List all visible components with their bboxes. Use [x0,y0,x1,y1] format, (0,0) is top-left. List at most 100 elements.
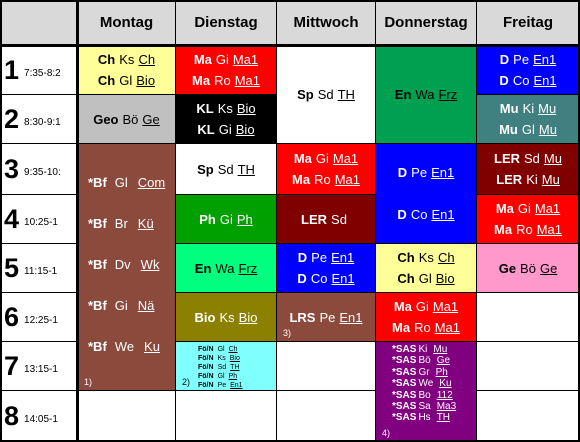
lesson-entry: Fö/N Gl Ph [198,372,237,381]
lesson-teacher: Ks [217,101,233,116]
lesson-cell[interactable]: Fö/N Gl Ch Fö/N Ks Bio Fö/N Sd TH Fö/N Gl Ph Fö/N Pe E… [176,342,277,391]
lesson-cell[interactable]: D Pe En1 D Co En1 [376,144,477,244]
lesson-subject: KL [197,122,215,137]
period-label-7: 7 13:15-1 [0,342,78,391]
lesson-lines: D Pe En1 D Co En1 [477,46,579,94]
period-number: 8 [4,400,20,431]
lesson-room: Ch [138,52,156,67]
period-time: 7:35-8:2 [24,67,61,79]
period-time: 8:30-9:1 [24,116,61,128]
lesson-subject: *Bf [88,174,107,190]
lesson-room: Mu [433,344,448,355]
lesson-teacher: Sd [317,87,334,102]
lesson-entry: Mu Gl Mu [499,119,557,140]
lesson-teacher: Gl [119,73,133,88]
lesson-cell[interactable]: Ma Gi Ma1 Ma Ro Ma1 [176,46,277,95]
lesson-teacher: Sa [418,401,431,413]
period-number: 7 [4,350,20,381]
lesson-entry: Sp Sd TH [197,159,255,180]
lesson-teacher: Gl [114,174,128,190]
period-time: 12:25-1 [24,314,58,326]
lesson-teacher: Ki [526,172,538,187]
lesson-room: En1 [331,250,355,265]
lesson-room: En1 [230,382,243,389]
lesson-entry: Fö/N Gl Ch [198,345,238,354]
lesson-cell[interactable]: LER Sd Mu LER Ki Mu [477,144,580,195]
lesson-cell[interactable]: D Pe En1 D Co En1 [477,46,580,95]
lesson-cell[interactable]: LER Sd [277,195,376,244]
lesson-cell[interactable]: Mu Ki Mu Mu Gl Mu [477,95,580,144]
period-label-4: 4 10:25-1 [0,195,78,244]
lesson-room: Ma3 [436,401,457,413]
lesson-teacher: Gr [418,366,430,378]
lesson-subject: *SAS [392,355,417,367]
lesson-cell[interactable]: Geo Bö Ge [78,95,176,144]
lesson-cell[interactable]: D Pe En1 D Co En1 [277,244,376,293]
lesson-cell[interactable]: Ma Gi Ma1 Ma Ro Ma1 [376,293,477,342]
lesson-cell[interactable]: LRS Pe En1 3) [277,293,376,342]
lesson-room: Kü [137,215,154,231]
lesson-room: En1 [533,73,557,88]
lesson-cell[interactable]: Ch Ks Ch Ch Gl Bio [376,244,477,293]
lesson-entry: *Bf We Ku [88,337,160,357]
lesson-room: Bio [238,309,258,325]
lesson-entry: Ch Gl Bio [397,268,454,289]
lesson-entry: *SAS Bö Ge [392,355,450,366]
lesson-subject: LER [301,211,328,227]
lesson-cell[interactable]: Ph Gi Ph [176,195,277,244]
lesson-teacher: Gl [418,271,432,286]
lesson-teacher: Ro [414,320,431,335]
lesson-room: Bio [235,122,255,137]
lesson-subject: Sp [197,161,214,177]
lesson-entry: *SAS Hs TH [392,412,450,423]
lesson-cell[interactable]: Ma Gi Ma1 Ma Ro Ma1 [477,195,580,244]
lesson-teacher: Pe [311,250,328,265]
lesson-lines: D Pe En1 D Co En1 [277,244,375,292]
lesson-subject: Ph [199,211,216,227]
lesson-lines [477,391,579,441]
lesson-room: Mu [538,122,557,137]
lesson-teacher: Ki [522,101,535,116]
lesson-lines [477,342,579,390]
lesson-lines: Ph Gi Ph [176,195,276,243]
lesson-cell[interactable]: KL Ks Bio KL Gi Bio [176,95,277,144]
lesson-cell[interactable]: Ge Bö Ge [477,244,580,293]
lesson-teacher: Bö [520,260,536,276]
grid-divider-vertical [76,0,79,442]
period-number: 1 [4,54,20,85]
lesson-teacher: Sd [217,364,227,371]
lesson-subject: Fö/N [198,373,214,380]
lesson-subject: Ch [397,271,415,286]
lesson-cell[interactable]: Sp Sd TH [277,46,376,144]
lesson-lines: D Pe En1 D Co En1 [376,144,476,243]
lesson-teacher: Bo [418,389,431,401]
lesson-teacher: Gl [217,346,225,353]
lesson-cell[interactable]: *Bf Gl Com *Bf Br Kü *Bf Dv Wk *Bf Gi Nä *Bf We Ku 1) [78,144,176,391]
lesson-teacher: Gi [215,52,229,67]
lesson-teacher: Gi [219,211,233,227]
lesson-room: TH [230,364,240,371]
lesson-entry: LER Ki Mu [496,169,560,190]
lesson-cell[interactable]: Ma Gi Ma1 Ma Ro Ma1 [277,144,376,195]
period-time: 11:15-1 [24,265,58,277]
lesson-lines: Sp Sd TH [176,144,276,194]
empty-cell [277,342,376,391]
lesson-cell[interactable]: Ch Ks Ch Ch Gl Bio [78,46,176,95]
lesson-lines [277,342,375,390]
lesson-cell[interactable]: *SAS Ki Mu *SAS Bö Ge *SAS Gr Ph *SAS We Ku *SAS Bo 11… [376,342,477,442]
lesson-cell[interactable]: En Wa Frz [376,46,477,144]
lesson-cell[interactable]: En Wa Frz [176,244,277,293]
lesson-cell[interactable]: Bio Ks Bio [176,293,277,342]
lesson-subject: Bio [194,309,216,325]
lesson-entry: Ma Gi Ma1 [496,198,560,219]
lesson-teacher: Ks [219,309,235,325]
lesson-teacher: Wa [215,260,235,276]
lesson-subject: Mu [499,122,518,137]
lesson-entry: Ph Gi Ph [199,209,253,230]
lesson-teacher: Bö [418,355,431,367]
lesson-entry: D Pe En1 [500,49,556,70]
lesson-entry: Ma Ro Ma1 [494,219,562,240]
lesson-room: Ch [228,346,238,353]
lesson-lines [176,391,276,441]
lesson-cell[interactable]: Sp Sd TH [176,144,277,195]
